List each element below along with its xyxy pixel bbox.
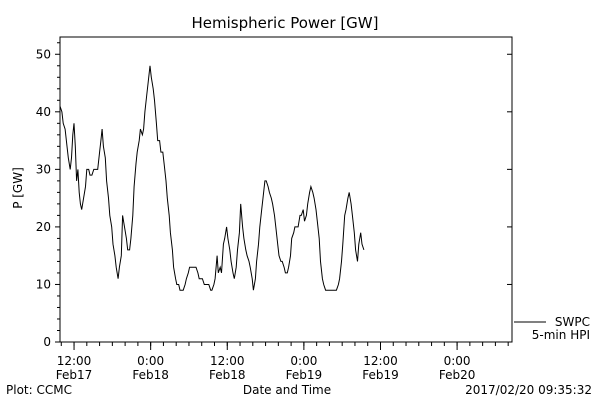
y-tick-label: 0 [43,335,51,349]
y-tick-label: 50 [36,47,51,61]
x-tick-label-date: Feb20 [439,368,476,382]
x-tick-label-time: 0:00 [137,354,164,368]
y-tick-label: 40 [36,105,51,119]
y-tick-label: 30 [36,162,51,176]
x-tick-label-date: Feb19 [286,368,323,382]
x-tick-label-time: 12:00 [363,354,398,368]
legend-label-hpi: 5-min HPI [532,328,590,342]
x-tick-label-time: 12:00 [210,354,245,368]
series-line [59,65,365,291]
y-axis-label: P [GW] [11,167,25,209]
x-tick-label-date: Feb19 [362,368,399,382]
x-tick-label-date: Feb18 [132,368,169,382]
x-tick-label-time: 0:00 [290,354,317,368]
x-tick-label-date: Feb17 [56,368,93,382]
legend-label-swpc: SWPC [555,315,590,329]
plot-timestamp: 2017/02/20 09:35:32 [465,383,592,397]
x-tick-label-time: 12:00 [57,354,92,368]
y-tick-label: 10 [36,277,51,291]
plot-credit: Plot: CCMC [6,383,72,397]
x-tick-label-date: Feb18 [209,368,246,382]
chart-title: Hemispheric Power [GW] [192,14,379,32]
x-axis-label: Date and Time [243,383,331,397]
plot-area: 0102030405012:00Feb170:00Feb1812:00Feb18… [36,36,590,382]
y-tick-label: 20 [36,220,51,234]
plot-frame [59,36,513,343]
x-tick-label-time: 0:00 [444,354,471,368]
